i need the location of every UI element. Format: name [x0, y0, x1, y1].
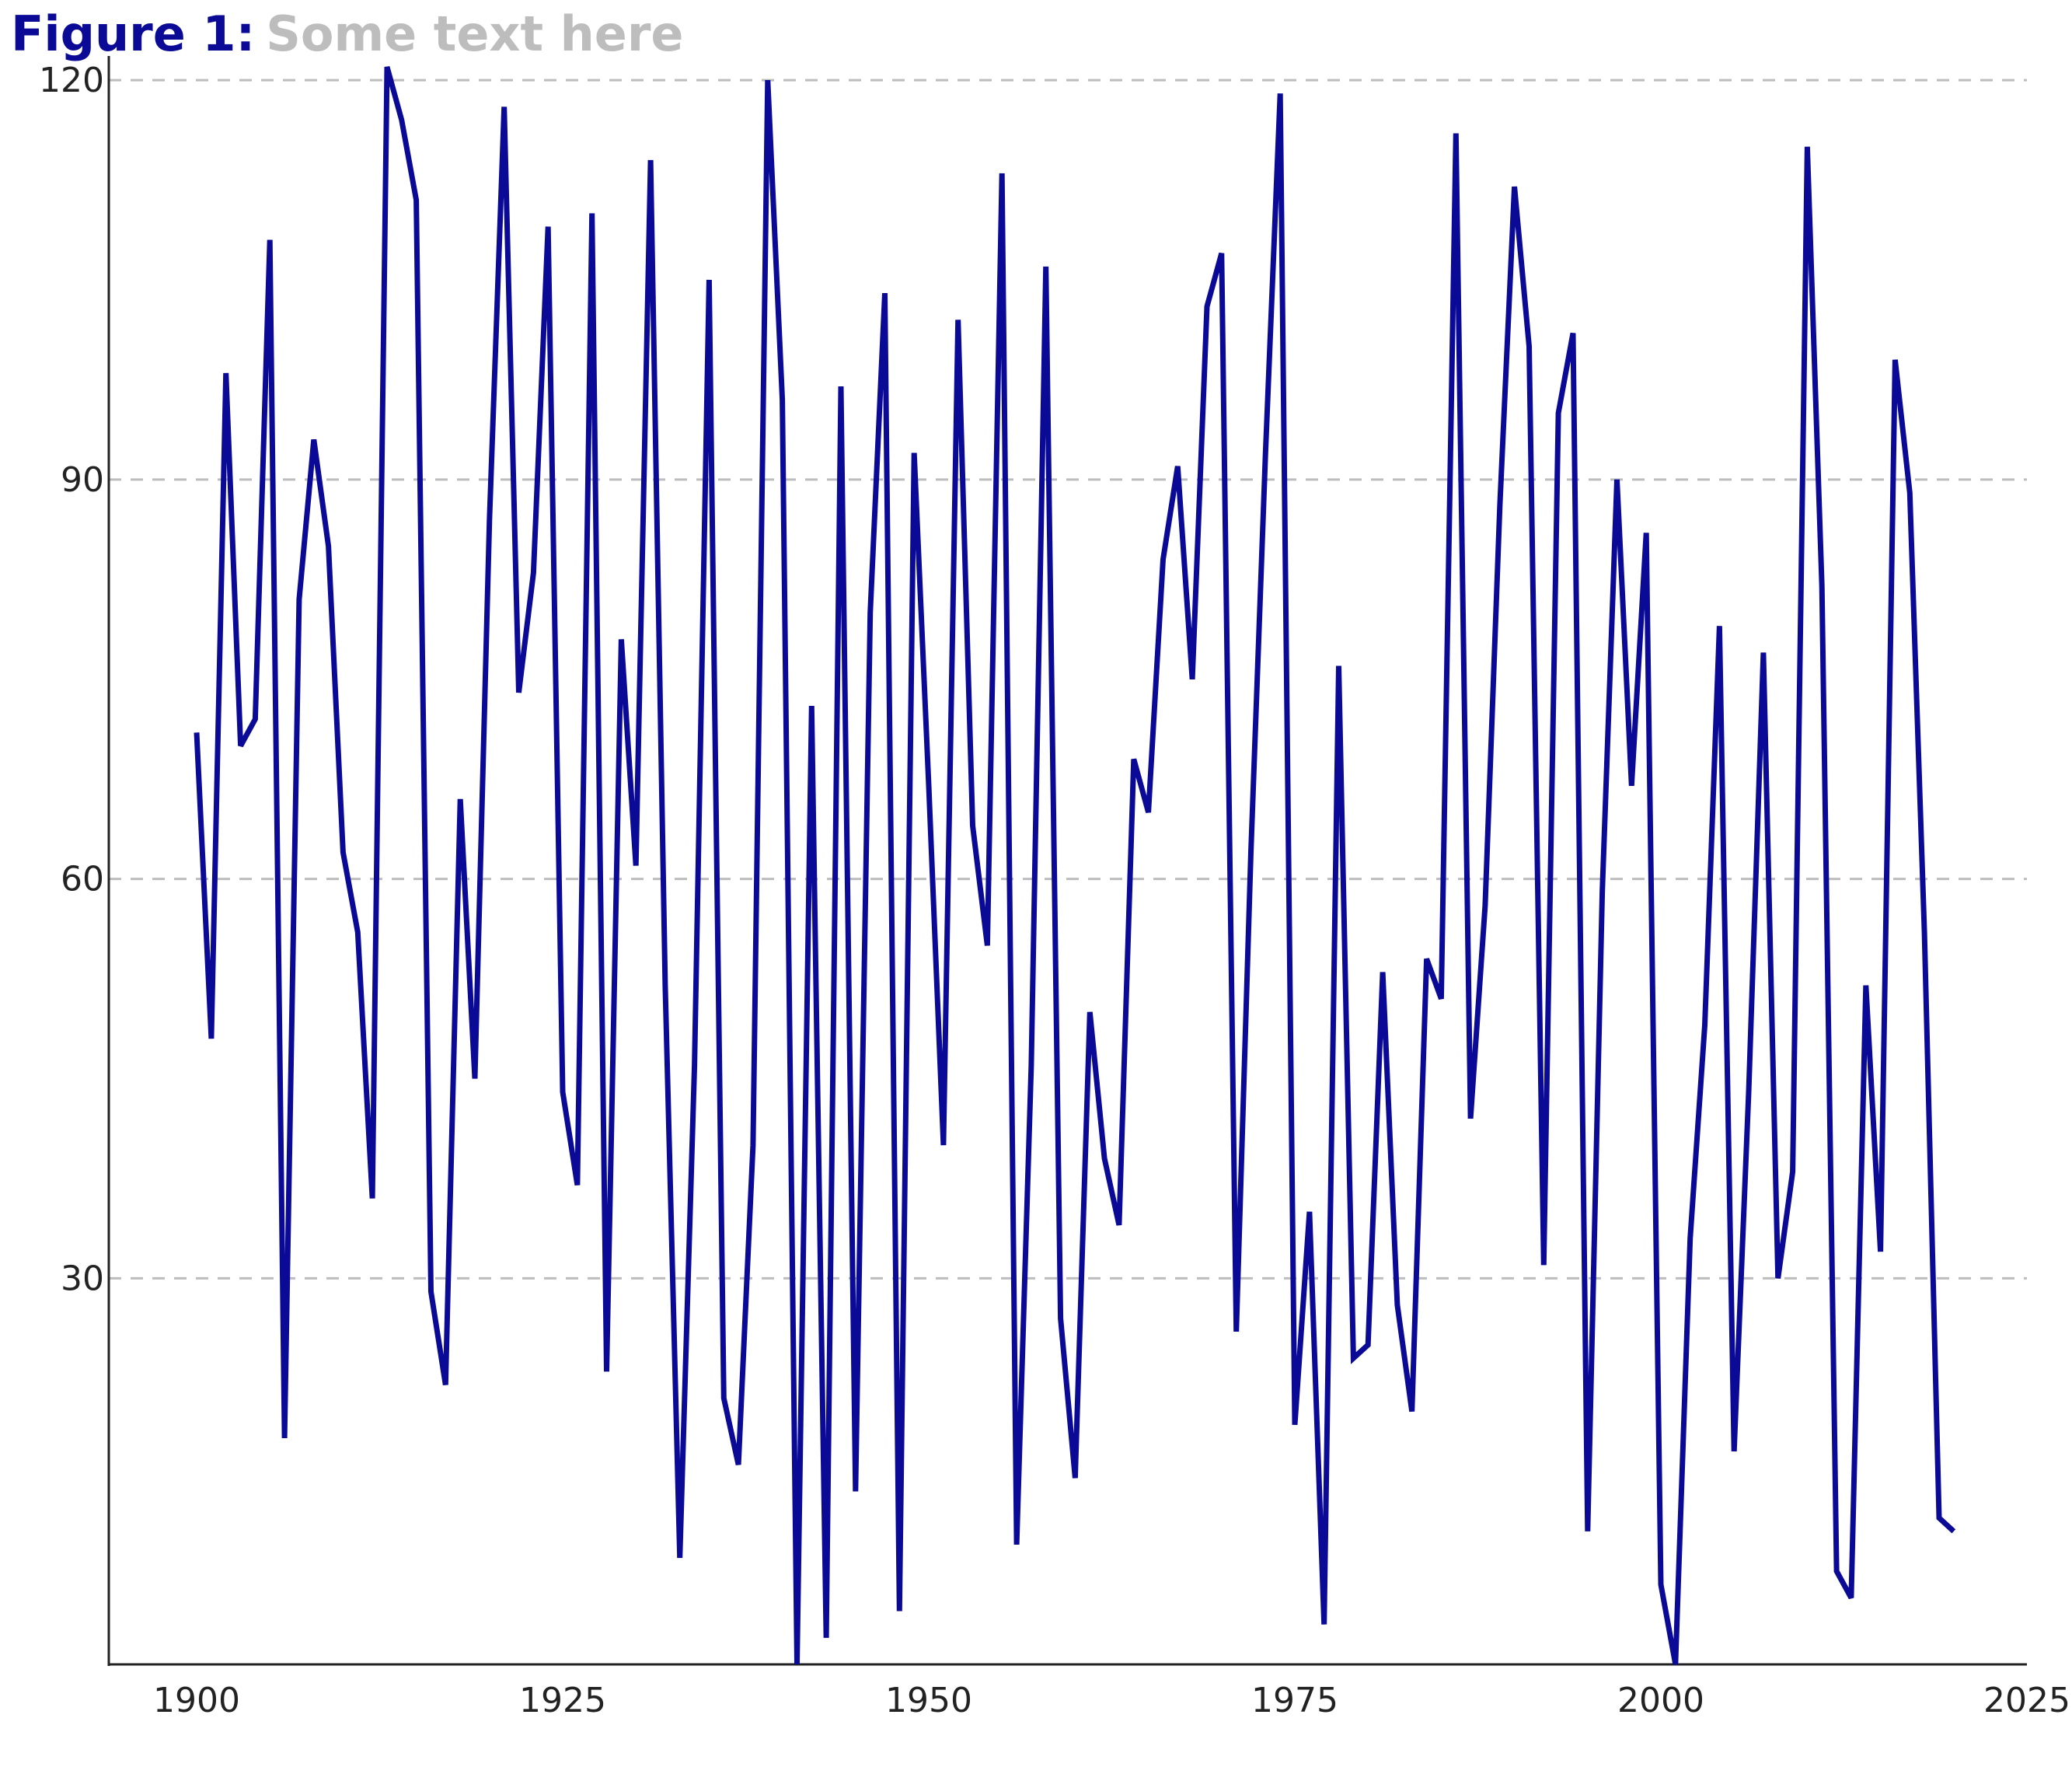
figure-title: Figure 1: Some text here: [11, 5, 683, 64]
axes: [107, 56, 2027, 1666]
x-tick-label: 1900: [153, 1681, 240, 1720]
x-tick-label: 1925: [519, 1681, 606, 1720]
figure-subtitle: Some text here: [266, 5, 684, 62]
y-tick-label: 120: [39, 61, 104, 100]
x-tick-label: 2025: [1983, 1681, 2070, 1720]
y-tick-label: 90: [61, 460, 104, 500]
tick-labels: 30 60 90 120 1900 1925 1950 1975 2000 2025: [39, 61, 2070, 1720]
figure-label: Figure 1:: [11, 5, 256, 62]
series-layer: [194, 66, 1956, 1665]
gridlines: [109, 79, 2027, 1280]
x-tick-label: 1950: [885, 1681, 972, 1720]
y-tick-label: 30: [61, 1259, 104, 1298]
x-tick-label: 2000: [1617, 1681, 1704, 1720]
x-tick-label: 1975: [1251, 1681, 1338, 1720]
y-tick-label: 60: [61, 860, 104, 899]
series-line: [194, 66, 1956, 1665]
